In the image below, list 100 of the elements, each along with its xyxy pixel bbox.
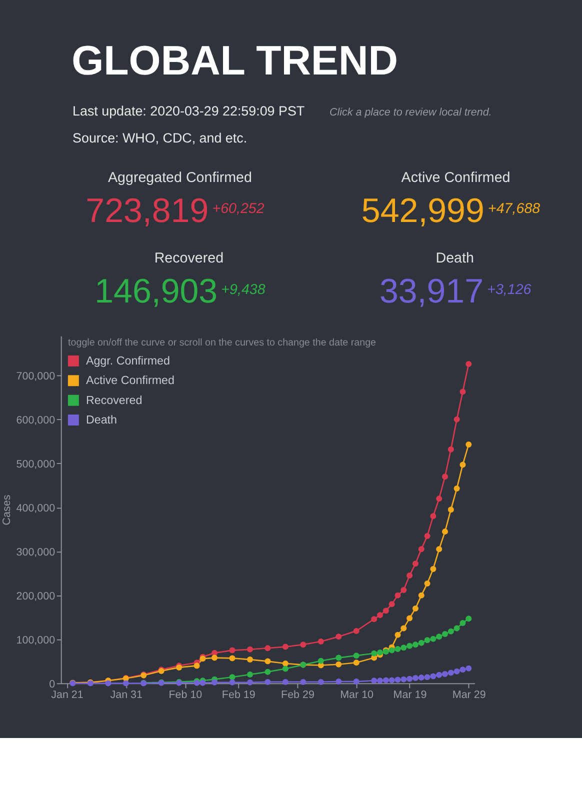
x-tick-label: Mar 29 [452, 689, 486, 702]
y-tick-label: 600,000 [16, 414, 56, 426]
point [371, 678, 378, 684]
point [246, 679, 253, 686]
point [105, 680, 112, 686]
point [400, 625, 407, 632]
point [336, 654, 342, 661]
x-tick-label: Mar 10 [340, 689, 374, 702]
point [246, 656, 253, 663]
point [300, 642, 306, 648]
point [246, 646, 253, 652]
point [418, 546, 424, 552]
text: +60,252 [212, 201, 264, 218]
point [466, 361, 472, 368]
point [424, 580, 430, 586]
point [430, 673, 436, 680]
point [400, 676, 407, 682]
legend-label: Aggr. Confirmed [86, 354, 170, 368]
point [400, 644, 407, 651]
point [400, 587, 407, 594]
point [394, 592, 401, 598]
x-tick-label: Jan 31 [110, 689, 142, 702]
point [466, 441, 472, 448]
point [442, 671, 448, 678]
point [336, 678, 342, 685]
legend-label: Death [86, 414, 117, 427]
x-tick-label: Jan 21 [51, 689, 84, 702]
point [264, 668, 271, 675]
point [412, 675, 418, 681]
y-axis-title: Cases [0, 494, 13, 526]
x-tick-label: Feb 19 [222, 689, 256, 702]
point [394, 632, 401, 638]
point [424, 674, 430, 680]
point [394, 676, 401, 683]
point [194, 662, 200, 669]
point [460, 462, 466, 468]
point [282, 678, 288, 685]
point [353, 660, 360, 666]
point [430, 566, 436, 572]
point [436, 496, 442, 502]
point [318, 678, 324, 685]
point [388, 647, 395, 654]
point [300, 678, 306, 685]
point [436, 546, 442, 552]
point [412, 642, 418, 648]
x-tick-label: Mar 19 [393, 689, 427, 702]
point [382, 677, 389, 684]
point [406, 676, 413, 682]
point [418, 674, 424, 681]
source-note: Source: WHO, CDC, and etc. [72, 130, 248, 146]
point [212, 654, 218, 661]
point [442, 528, 448, 535]
text: +3,126 [487, 282, 532, 298]
point [436, 634, 442, 640]
point [353, 678, 360, 685]
text: 146,903 [94, 272, 218, 311]
point [454, 416, 460, 422]
point [442, 474, 448, 480]
point [336, 634, 342, 640]
y-tick-label: 700,000 [16, 370, 56, 382]
point [466, 616, 472, 622]
point [229, 647, 236, 654]
point [448, 446, 454, 452]
text: Last update: 2020-03-29 22:59:09 PST [72, 104, 305, 119]
point [406, 572, 413, 579]
point [282, 666, 288, 672]
text: Aggregated Confirmed [108, 170, 252, 186]
point [436, 672, 442, 678]
point [377, 612, 384, 618]
point [318, 658, 324, 664]
text: 33,917 [379, 272, 484, 311]
point [442, 631, 448, 638]
text: 542,999 [361, 192, 484, 230]
text: +9,438 [221, 282, 266, 298]
chart-title: GLOBAL TREND [72, 37, 398, 84]
text: 723,819 [86, 192, 209, 230]
y-tick-label: 400,000 [16, 502, 56, 514]
text: Death [436, 250, 474, 266]
point [336, 661, 342, 668]
point [229, 679, 236, 686]
point [454, 668, 460, 674]
point [454, 485, 460, 492]
point [424, 637, 430, 644]
point [246, 671, 253, 678]
point [371, 616, 378, 622]
point [454, 625, 460, 632]
point [318, 638, 324, 644]
point [388, 677, 395, 684]
point [424, 532, 430, 539]
point [122, 680, 129, 686]
point [460, 620, 466, 626]
point [282, 644, 288, 650]
y-tick-label: 100,000 [16, 634, 56, 646]
point [412, 560, 418, 567]
point [448, 506, 454, 513]
point [382, 608, 389, 614]
point [264, 645, 271, 652]
text: Click a place to review local trend. [330, 106, 492, 119]
annotation: toggle on/off the curve or scroll on the curves to change the date range [68, 338, 377, 349]
point [353, 628, 360, 634]
